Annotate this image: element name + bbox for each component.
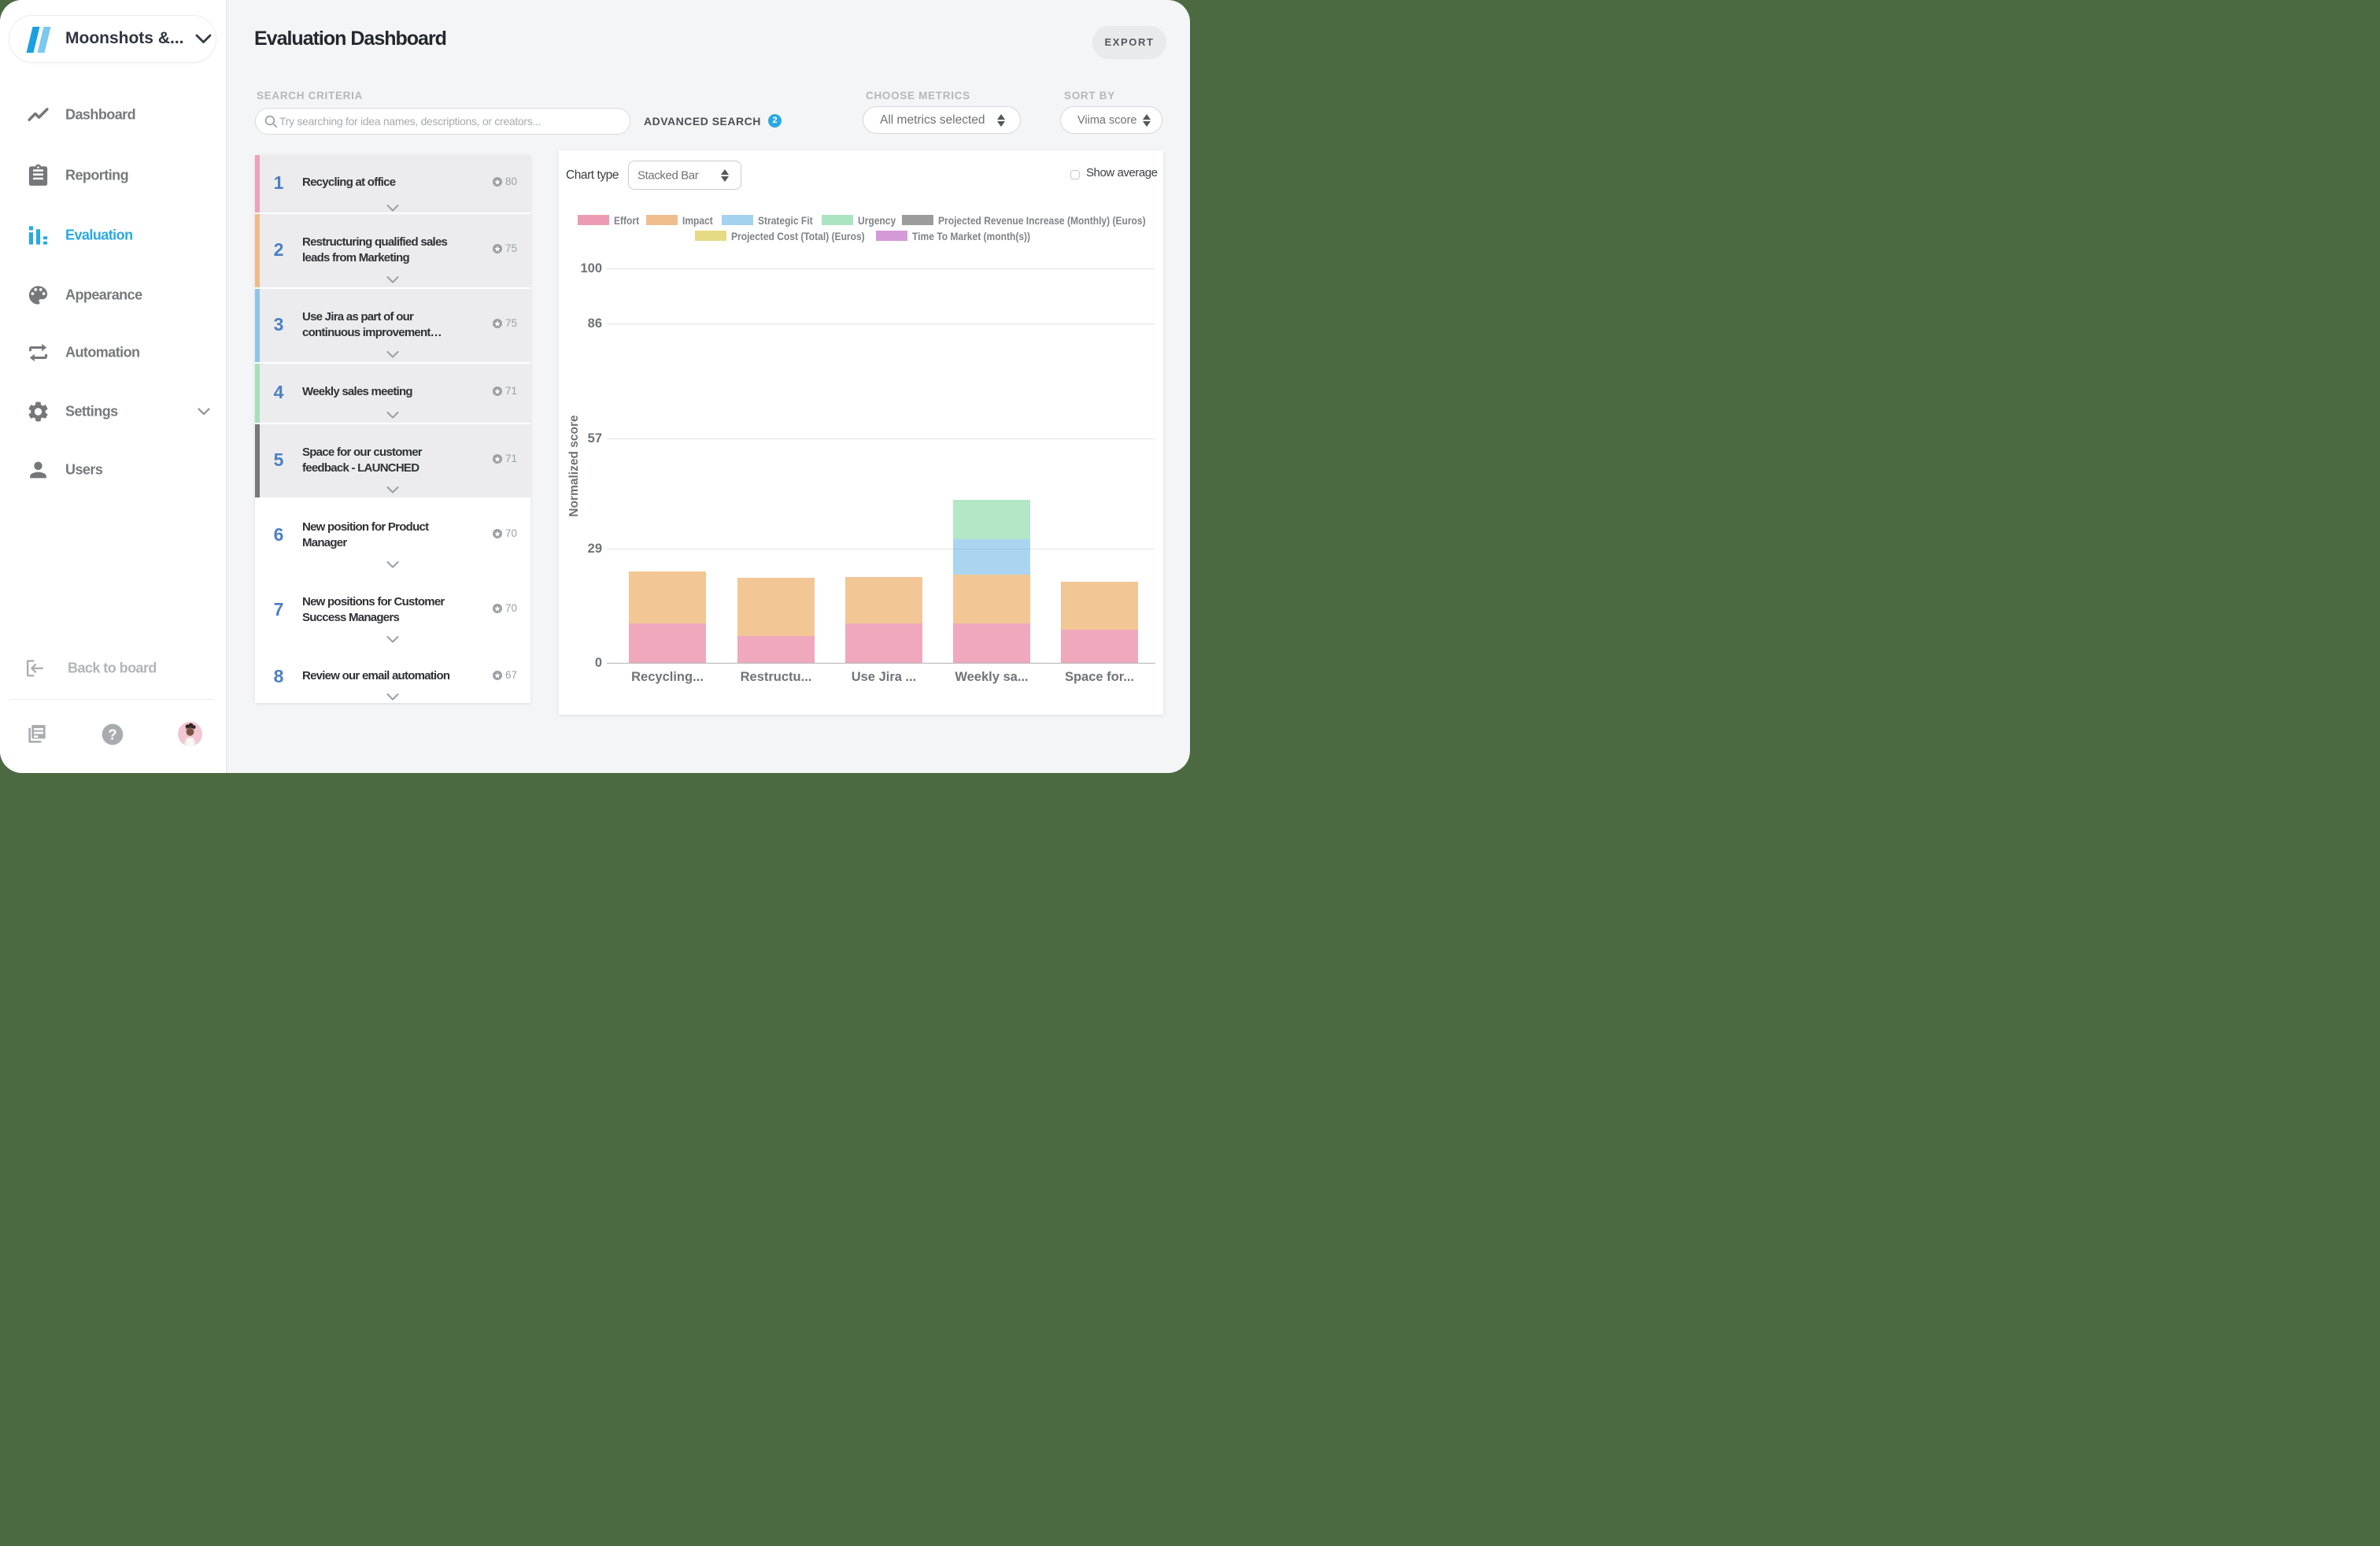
svg-text:?: ? (108, 726, 116, 742)
